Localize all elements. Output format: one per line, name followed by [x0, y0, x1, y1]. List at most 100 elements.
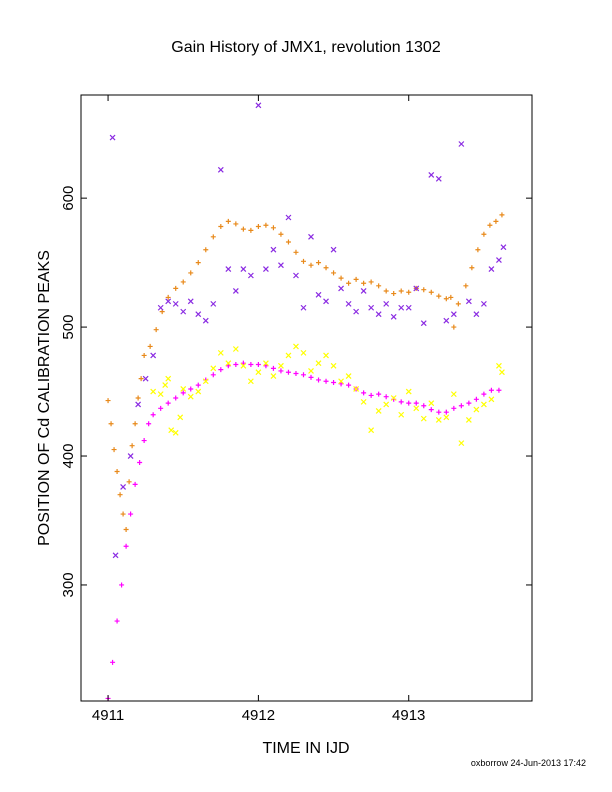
data-point	[436, 293, 442, 299]
data-point	[232, 288, 239, 294]
data-point	[218, 224, 224, 230]
data-point	[285, 239, 291, 245]
data-point	[330, 246, 337, 253]
data-point	[458, 403, 464, 409]
data-point	[177, 414, 184, 421]
data-point	[480, 401, 487, 408]
series-0	[105, 212, 505, 533]
data-point	[108, 421, 114, 427]
series-2	[150, 343, 505, 447]
data-point	[293, 371, 299, 377]
data-point	[132, 421, 138, 427]
data-point	[157, 304, 164, 311]
data-point	[135, 395, 141, 401]
data-point	[383, 288, 389, 294]
data-point	[420, 320, 427, 327]
y-tick-label: 300	[60, 572, 77, 597]
x-axis-label: TIME IN IJD	[262, 740, 349, 757]
data-point	[398, 304, 405, 311]
data-point	[413, 400, 419, 406]
data-point	[117, 492, 123, 498]
data-point	[376, 391, 382, 397]
data-point	[180, 386, 187, 392]
data-point	[375, 407, 382, 414]
data-point	[248, 361, 254, 367]
data-point	[195, 382, 201, 388]
data-point	[173, 395, 179, 401]
data-point	[142, 375, 149, 382]
data-point	[315, 360, 322, 367]
chart-title: Gain History of JMX1, revolution 1302	[171, 39, 441, 56]
data-point	[210, 234, 216, 240]
data-point	[455, 301, 461, 307]
data-point	[146, 421, 152, 427]
data-point	[405, 388, 412, 395]
data-point	[187, 298, 194, 305]
data-point	[316, 377, 322, 383]
data-point	[448, 294, 454, 300]
data-point	[443, 317, 450, 324]
data-point	[138, 376, 144, 382]
footer-stamp: oxborrow 24-Jun-2013 17:42	[471, 758, 586, 768]
y-tick-label: 600	[60, 186, 77, 211]
data-point	[278, 362, 284, 369]
data-point	[162, 382, 169, 389]
data-point	[180, 308, 187, 315]
data-point	[398, 288, 404, 294]
data-point	[383, 394, 389, 400]
data-point	[150, 388, 157, 395]
data-point	[499, 369, 505, 376]
data-point	[132, 481, 138, 487]
data-point	[173, 285, 179, 291]
data-point	[112, 552, 119, 559]
series-1	[105, 360, 502, 701]
data-point	[353, 308, 360, 315]
data-point	[487, 222, 493, 228]
data-point	[180, 390, 186, 396]
data-point	[361, 390, 367, 396]
data-point	[496, 257, 502, 263]
y-tick-label: 500	[60, 315, 77, 340]
data-point	[361, 280, 367, 286]
data-point	[360, 398, 367, 405]
data-point	[217, 166, 224, 173]
data-point	[435, 416, 442, 423]
data-point	[451, 324, 457, 330]
data-point	[240, 360, 246, 366]
data-point	[443, 409, 449, 415]
data-point	[428, 407, 434, 413]
plot-frame	[80, 94, 533, 702]
data-point	[421, 403, 427, 409]
data-point	[436, 409, 442, 415]
data-point	[458, 440, 465, 447]
data-point	[368, 279, 374, 285]
y-axis-label: POSITION OF Cd CALIBRATION PEAKS	[36, 250, 53, 546]
data-point	[391, 291, 397, 297]
data-point	[308, 374, 314, 380]
data-point	[331, 270, 337, 276]
data-point	[435, 175, 442, 182]
data-point	[210, 372, 216, 378]
data-point	[488, 396, 495, 403]
data-point	[285, 214, 292, 221]
data-point	[165, 294, 171, 300]
data-point	[123, 527, 129, 533]
data-point	[383, 401, 390, 408]
data-point	[232, 346, 239, 352]
data-point	[114, 468, 120, 474]
data-point	[255, 102, 262, 109]
data-point	[150, 412, 156, 418]
data-point	[110, 659, 116, 665]
data-point	[278, 262, 284, 269]
data-point	[240, 226, 246, 232]
data-point	[345, 300, 352, 307]
data-point	[233, 361, 239, 367]
data-point	[368, 392, 374, 398]
x-tick-label: 4911	[92, 707, 124, 724]
data-point	[128, 511, 134, 517]
data-point	[473, 406, 480, 413]
data-point	[469, 265, 475, 271]
data-point	[203, 247, 209, 253]
data-point	[463, 283, 469, 289]
data-point	[406, 400, 412, 406]
